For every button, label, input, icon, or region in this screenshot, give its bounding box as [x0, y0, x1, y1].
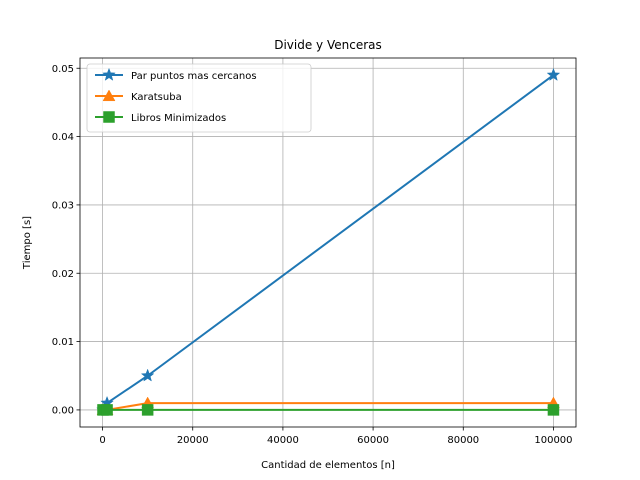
data-point	[140, 368, 155, 382]
legend-entry: Par puntos mas cercanos	[95, 67, 257, 82]
series-line	[103, 402, 554, 411]
legend: Par puntos mas cercanos Karatsuba Libros M…	[86, 63, 312, 133]
series-1	[96, 396, 560, 415]
legend-label: Libros Minimizados	[131, 113, 226, 124]
legend-label: Karatsuba	[131, 92, 182, 103]
data-point	[141, 404, 154, 416]
data-point	[546, 67, 561, 81]
y-tick-label: 0.02	[52, 269, 74, 280]
legend-marker	[102, 67, 116, 81]
y-tick-label: 0.01	[52, 337, 74, 348]
y-tick-label: 0.05	[52, 64, 74, 75]
x-tick-label: 80000	[447, 435, 479, 446]
series-2	[97, 404, 560, 416]
y-tick-label: 0.03	[52, 200, 74, 211]
legend-marker	[103, 111, 115, 123]
x-tick-label: 0	[99, 435, 105, 446]
data-point	[101, 404, 113, 416]
legend-label: Par puntos mas cercanos	[131, 71, 257, 82]
legend-marker	[102, 89, 116, 102]
legend-box	[86, 63, 312, 133]
plot-area	[96, 67, 561, 416]
x-tick-label: 60000	[357, 435, 389, 446]
axis-ticks: 0 20000 40000 60000 80000 100000 0.00 0.01 0.02 0…	[52, 64, 573, 446]
legend-entry: Libros Minimizados	[95, 111, 226, 124]
legend-entry: Karatsuba	[95, 89, 182, 103]
y-axis-label: Tiempo [s]	[22, 216, 33, 270]
x-axis-label: Cantidad de elementos [n]	[261, 460, 395, 471]
x-tick-label: 100000	[534, 435, 572, 446]
chart-title: Divide y Venceras	[274, 38, 382, 52]
axes-frame	[79, 57, 577, 428]
x-tick-label: 40000	[267, 435, 299, 446]
x-tick-label: 20000	[177, 435, 209, 446]
data-point	[547, 404, 560, 416]
y-tick-label: 0.04	[52, 132, 74, 143]
y-tick-label: 0.00	[52, 405, 74, 416]
